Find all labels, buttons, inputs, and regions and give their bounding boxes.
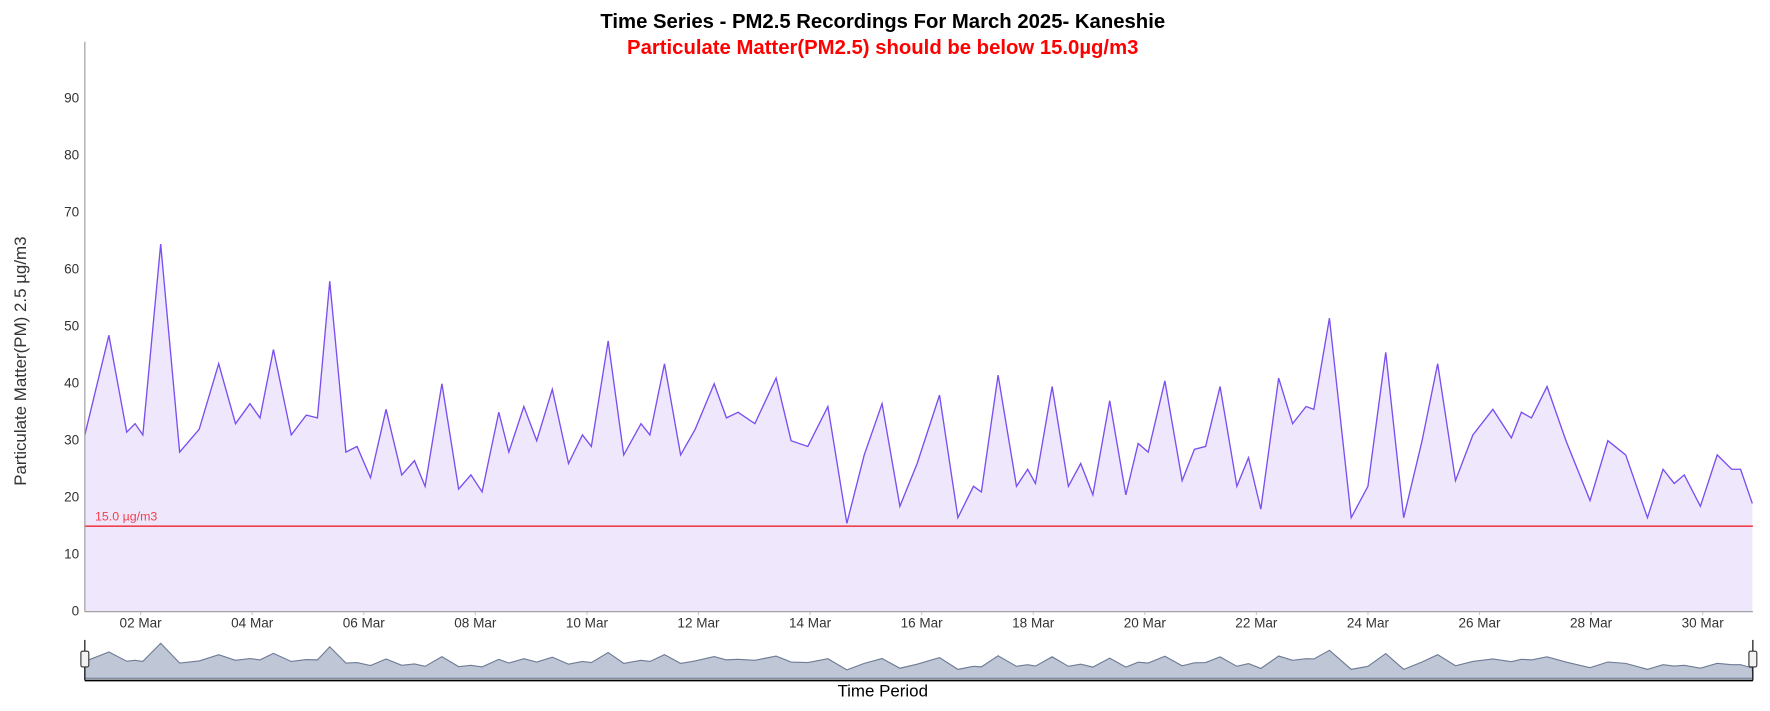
x-tick-label: 06 Mar [343,616,386,631]
y-tick-label: 20 [64,489,79,504]
x-tick-label: 16 Mar [901,616,944,631]
chart-title: Time Series - PM2.5 Recordings For March… [600,11,1165,33]
x-tick-label: 20 Mar [1124,616,1167,631]
y-tick-label: 90 [64,90,79,105]
x-tick-label: 04 Mar [231,616,274,631]
navigator-handle[interactable] [80,650,90,668]
x-tick-label: 26 Mar [1458,616,1501,631]
x-tick-label: 14 Mar [789,616,832,631]
y-tick-label: 60 [64,261,79,276]
x-tick-label: 10 Mar [566,616,609,631]
x-tick-label: 30 Mar [1682,616,1725,631]
y-tick-label: 0 [72,603,80,618]
x-tick-label: 22 Mar [1235,616,1278,631]
x-tick-label: 12 Mar [677,616,720,631]
navigator-area [84,642,1754,679]
y-tick-label: 70 [64,204,79,219]
threshold-label: 15.0 µg/m3 [95,509,157,523]
chart-subtitle: Particulate Matter(PM2.5) should be belo… [627,37,1138,59]
y-tick-label: 80 [64,147,79,162]
x-tick-label: 24 Mar [1347,616,1390,631]
y-tick-label: 40 [64,375,79,390]
x-tick-label: 08 Mar [454,616,497,631]
line [84,244,1753,524]
x-axis-title: Time Period [837,681,928,700]
x-tick-label: 02 Mar [120,616,163,631]
y-axis-title: Particulate Matter(PM) 2.5 µg/m3 [11,236,30,485]
y-tick-label: 50 [64,318,79,333]
area-fill [84,244,1753,612]
y-tick-label: 30 [64,432,79,447]
x-tick-label: 18 Mar [1012,616,1055,631]
navigator-handle[interactable] [1748,650,1758,668]
x-tick-label: 28 Mar [1570,616,1613,631]
y-tick-label: 10 [64,546,79,561]
